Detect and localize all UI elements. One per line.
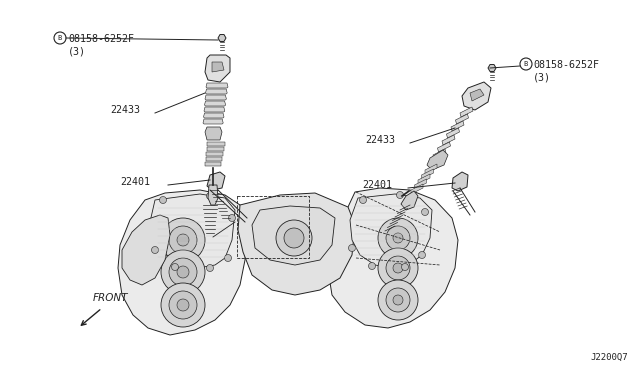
Circle shape [397, 192, 403, 199]
Circle shape [378, 248, 418, 288]
Polygon shape [207, 147, 224, 151]
Polygon shape [415, 179, 426, 189]
Circle shape [225, 254, 232, 262]
Circle shape [401, 263, 408, 270]
Polygon shape [425, 164, 437, 174]
Circle shape [378, 218, 418, 258]
Circle shape [386, 256, 410, 280]
Polygon shape [150, 194, 235, 268]
Polygon shape [206, 83, 228, 88]
Polygon shape [442, 135, 455, 145]
Polygon shape [204, 107, 225, 112]
Circle shape [169, 258, 197, 286]
Polygon shape [207, 142, 225, 146]
Polygon shape [238, 193, 355, 295]
Circle shape [360, 196, 367, 203]
Polygon shape [204, 113, 224, 118]
Circle shape [161, 283, 205, 327]
Polygon shape [208, 185, 218, 205]
Polygon shape [252, 206, 335, 265]
Circle shape [169, 291, 197, 319]
Text: B: B [524, 61, 528, 67]
Polygon shape [488, 64, 496, 71]
Bar [237, 196, 309, 258]
Polygon shape [452, 172, 468, 191]
Circle shape [161, 250, 205, 294]
Polygon shape [451, 121, 464, 131]
Polygon shape [205, 101, 226, 106]
Polygon shape [438, 142, 451, 152]
Circle shape [207, 192, 214, 199]
Text: 08158-6252F
(3): 08158-6252F (3) [533, 60, 599, 83]
Circle shape [422, 208, 429, 215]
Polygon shape [205, 127, 222, 140]
Circle shape [276, 220, 312, 256]
Circle shape [161, 218, 205, 262]
Polygon shape [212, 62, 224, 72]
Polygon shape [207, 172, 225, 190]
Circle shape [378, 280, 418, 320]
Polygon shape [118, 190, 248, 335]
Circle shape [419, 251, 426, 259]
Circle shape [177, 234, 189, 246]
Circle shape [159, 196, 166, 203]
Text: FRONT: FRONT [93, 293, 129, 303]
Polygon shape [462, 82, 491, 110]
Polygon shape [203, 119, 223, 124]
Circle shape [228, 215, 236, 221]
Polygon shape [205, 95, 227, 100]
Polygon shape [205, 55, 230, 82]
Text: J2200Q7: J2200Q7 [590, 353, 628, 362]
Circle shape [386, 226, 410, 250]
Polygon shape [418, 174, 430, 184]
Polygon shape [422, 169, 433, 179]
Polygon shape [122, 215, 170, 285]
Polygon shape [411, 184, 423, 194]
Polygon shape [218, 35, 226, 41]
Text: 22401: 22401 [362, 180, 392, 190]
Polygon shape [460, 107, 473, 117]
Circle shape [152, 247, 159, 253]
Polygon shape [205, 89, 227, 94]
Polygon shape [350, 194, 432, 268]
Text: 22401: 22401 [120, 177, 150, 187]
Circle shape [393, 263, 403, 273]
Circle shape [386, 288, 410, 312]
Polygon shape [456, 114, 468, 124]
Polygon shape [206, 152, 223, 156]
Polygon shape [328, 188, 458, 328]
Text: 22433: 22433 [110, 105, 140, 115]
Circle shape [207, 264, 214, 272]
Text: 22433: 22433 [365, 135, 395, 145]
Circle shape [169, 226, 197, 254]
Polygon shape [205, 162, 221, 166]
Circle shape [177, 299, 189, 311]
Circle shape [284, 228, 304, 248]
Text: B: B [58, 35, 62, 41]
Circle shape [393, 295, 403, 305]
Circle shape [349, 244, 355, 251]
Polygon shape [401, 191, 418, 210]
Polygon shape [470, 89, 484, 101]
Circle shape [393, 233, 403, 243]
Circle shape [369, 263, 376, 269]
Polygon shape [205, 157, 222, 161]
Polygon shape [427, 150, 448, 170]
Polygon shape [447, 128, 460, 138]
Text: 08158-6252F
(3): 08158-6252F (3) [68, 34, 134, 57]
Circle shape [172, 263, 179, 270]
Polygon shape [433, 149, 446, 159]
Circle shape [177, 266, 189, 278]
